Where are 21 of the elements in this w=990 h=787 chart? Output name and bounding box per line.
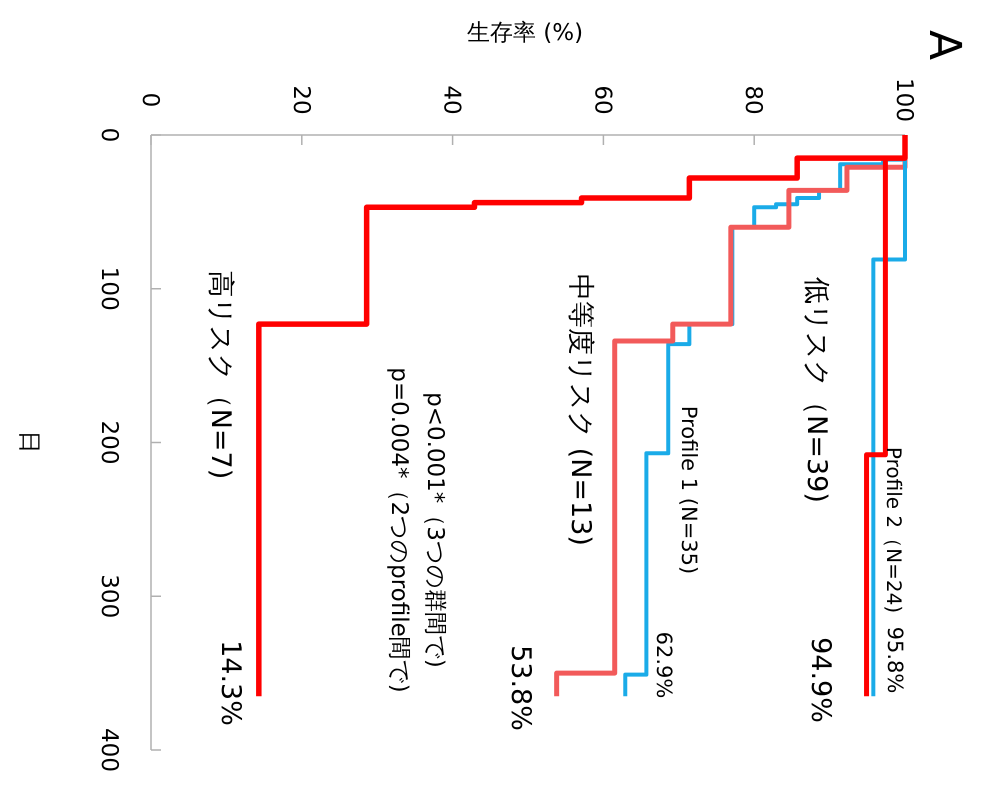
ylabel: 日 xyxy=(16,430,42,454)
annotation: p<0.001*（3つの群間で) xyxy=(422,392,448,668)
annotation: 53.8% xyxy=(505,645,536,731)
ytick: 0 xyxy=(96,128,122,142)
xtick: 80 xyxy=(740,85,766,115)
xtick: 20 xyxy=(288,85,314,115)
ytick: 200 xyxy=(96,420,122,464)
annotation: 62.9% xyxy=(652,632,676,698)
ytick: 400 xyxy=(96,728,122,772)
ytick: 100 xyxy=(96,266,122,311)
xlabel: 生存率 (%) xyxy=(466,20,584,46)
xtick: 40 xyxy=(438,85,465,115)
xtick: 0 xyxy=(137,92,163,108)
ytick: 300 xyxy=(96,574,122,618)
annotation: p=0.004*（2つのprofile間で) xyxy=(386,367,412,693)
xtick: 100 xyxy=(891,78,917,122)
xtick: 60 xyxy=(589,85,616,115)
annotation: 95.8% xyxy=(883,626,907,694)
title: A xyxy=(919,30,970,60)
annotation: 94.9% xyxy=(805,637,836,723)
annotation: 14.3% xyxy=(215,640,246,726)
